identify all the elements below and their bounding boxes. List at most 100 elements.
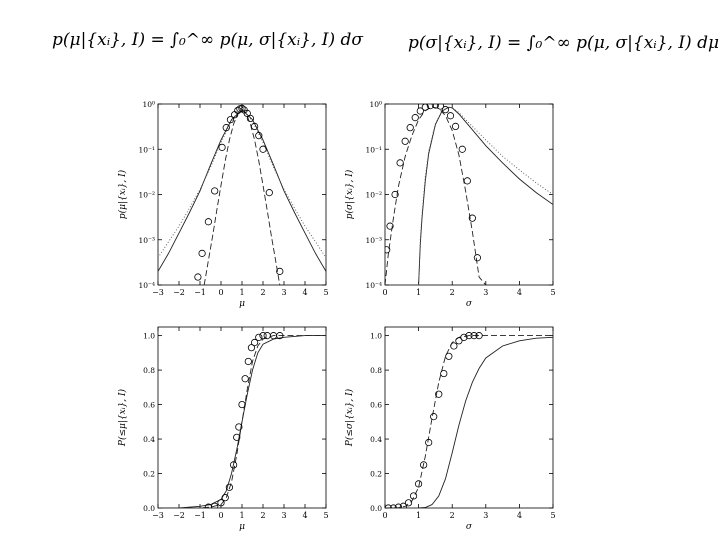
data-point	[255, 333, 263, 341]
data-point	[420, 461, 428, 469]
data-point	[263, 332, 271, 340]
x-tick-label: 5	[323, 288, 328, 297]
plot-frame	[384, 326, 554, 509]
data-point	[451, 122, 460, 130]
data-point	[218, 143, 226, 151]
series-line-dashed	[203, 109, 284, 285]
data-point	[226, 116, 235, 124]
data-point	[238, 400, 246, 409]
y-axis-label: p(μ|{xᵢ}, I)	[117, 169, 128, 219]
data-point	[247, 344, 256, 352]
y-tick-label: 0.6	[370, 401, 382, 410]
data-point	[241, 375, 249, 383]
series-line-dashed	[385, 335, 553, 508]
data-point	[389, 504, 397, 508]
x-tick-label: 0	[382, 288, 387, 297]
data-point	[385, 504, 392, 508]
y-tick-label: 10⁻²	[138, 191, 155, 200]
series-group	[385, 104, 553, 285]
data-point	[441, 106, 450, 114]
y-tick-label: 10⁻³	[365, 236, 382, 245]
y-tick-label: 1.0	[370, 332, 382, 341]
x-tick-label: 1	[416, 511, 421, 520]
data-point	[276, 267, 284, 275]
data-point	[411, 114, 419, 122]
series-line-solid	[418, 106, 553, 285]
data-point	[386, 222, 394, 230]
data-point	[235, 423, 243, 431]
x-tick-label: −2	[173, 288, 185, 297]
data-point	[404, 499, 413, 507]
data-point	[430, 413, 438, 421]
data-point	[470, 332, 478, 340]
y-tick-label: 10⁰	[142, 100, 155, 109]
x-tick-label: 0	[218, 288, 223, 297]
x-tick-label: 2	[450, 511, 455, 520]
series-line-dotted	[418, 106, 553, 285]
x-tick-label: 4	[302, 288, 307, 297]
y-tick-label: 0.4	[370, 435, 382, 444]
x-tick-label: 2	[260, 511, 265, 520]
x-tick-label: 4	[302, 511, 307, 520]
data-point	[421, 104, 429, 111]
data-point	[463, 177, 471, 185]
series-group	[158, 332, 326, 508]
y-tick-label: 10⁻¹	[138, 145, 155, 154]
y-tick-label: 10⁻⁴	[365, 281, 382, 290]
data-point	[409, 492, 418, 500]
y-tick-label: 0.0	[143, 504, 155, 513]
plot-frame	[157, 103, 327, 286]
x-tick-label: −3	[152, 288, 164, 297]
data-point	[233, 433, 241, 441]
x-tick-label: 5	[550, 511, 555, 520]
x-tick-label: −1	[194, 288, 206, 297]
y-tick-label: 10⁰	[369, 100, 382, 109]
chart-panel-2: 0 1 2 3 4 5 10⁻⁴ 10⁻³ 10⁻² 10⁻¹ 10⁰ σ p(σ|{xᵢ}, I)	[344, 100, 556, 309]
x-tick-label: 3	[281, 288, 286, 297]
data-point	[198, 249, 206, 257]
data-point	[238, 104, 246, 112]
data-point	[385, 246, 391, 254]
y-axis-label: P(≤σ|{xᵢ}, I)	[344, 388, 355, 447]
x-tick-label: 1	[416, 288, 421, 297]
data-point	[445, 352, 453, 360]
data-point	[414, 480, 423, 488]
data-point	[259, 332, 267, 340]
data-point	[259, 145, 267, 153]
data-point	[230, 461, 238, 469]
series-line-dashed	[158, 335, 326, 508]
x-tick-label: 5	[323, 511, 328, 520]
data-point	[251, 122, 259, 130]
data-point	[396, 159, 404, 167]
data-point	[394, 503, 403, 508]
data-point	[243, 109, 251, 117]
data-point	[255, 132, 263, 140]
data-point	[194, 273, 202, 281]
series-group	[158, 104, 326, 285]
series-line-dashed	[385, 106, 487, 285]
chart-panel-3: −3 −2 −1 0 1 2 3 4 5 0.0 0.2 0.4 0.6 0.8 1.0 μ P(≤μ|{xᵢ}…	[117, 326, 329, 532]
data-point	[425, 438, 433, 447]
data-point	[473, 254, 481, 262]
y-tick-label: 0.0	[370, 504, 382, 513]
y-tick-label: 10⁻⁴	[138, 281, 155, 290]
data-point	[468, 214, 476, 222]
x-axis-label: μ	[239, 522, 245, 532]
y-tick-label: 0.2	[370, 470, 382, 479]
data-point	[406, 124, 414, 132]
x-tick-label: −1	[194, 511, 206, 520]
x-tick-label: 5	[550, 288, 555, 297]
data-point	[204, 218, 212, 226]
y-tick-label: 0.8	[370, 366, 382, 375]
plot-frame	[157, 326, 327, 509]
equation-marginal-mu: p(μ|{xᵢ}, I) = ∫₀^∞ p(μ, σ|{xᵢ}, I) dσ	[52, 30, 364, 50]
data-point	[426, 104, 434, 110]
y-axis-label: p(σ|{xᵢ}, I)	[344, 169, 355, 219]
y-tick-label: 0.6	[143, 401, 155, 410]
y-tick-label: 10⁻³	[138, 236, 155, 245]
data-point	[436, 104, 445, 110]
x-axis-label: σ	[466, 522, 473, 532]
x-tick-label: 4	[517, 288, 522, 297]
series-line-dotted	[158, 109, 326, 259]
